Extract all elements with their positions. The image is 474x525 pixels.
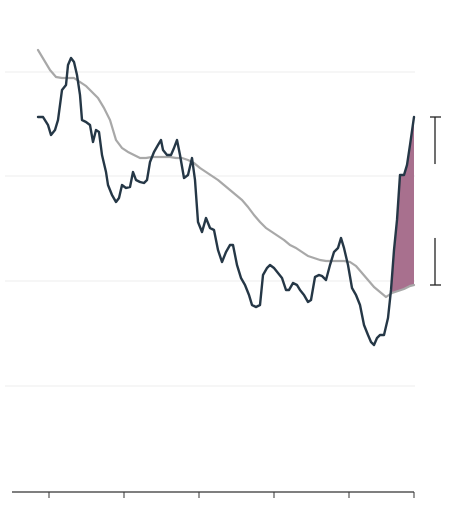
series-line [36, 56, 416, 347]
series-line [36, 48, 416, 299]
